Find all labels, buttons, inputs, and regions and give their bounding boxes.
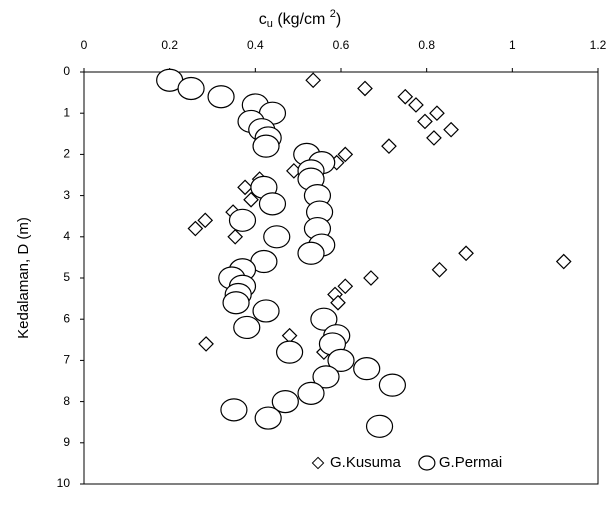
point xyxy=(220,398,248,422)
x-tick-label: 0.4 xyxy=(247,38,264,52)
x-tick-label: 0.6 xyxy=(333,38,350,52)
point xyxy=(297,241,325,265)
point xyxy=(207,85,235,109)
point xyxy=(197,212,214,229)
x-tick-label: 0.8 xyxy=(418,38,435,52)
point xyxy=(271,390,299,414)
point xyxy=(227,228,244,245)
legend-marker xyxy=(418,455,436,471)
point xyxy=(243,191,259,208)
y-tick-label: 0 xyxy=(63,64,70,78)
point xyxy=(458,245,474,262)
point xyxy=(353,357,381,381)
point xyxy=(365,414,394,438)
x-tick-label: 0 xyxy=(81,38,88,52)
point xyxy=(363,270,379,286)
point xyxy=(222,291,250,315)
point xyxy=(228,208,257,232)
point xyxy=(337,278,354,295)
point xyxy=(237,179,253,196)
point xyxy=(187,220,204,237)
point xyxy=(276,340,304,364)
legend: G.Kusuma G.Permai xyxy=(300,447,594,479)
point xyxy=(330,294,346,311)
legend-label: G.Permai xyxy=(439,454,502,471)
x-tick-label: 1 xyxy=(509,38,516,52)
point xyxy=(443,121,459,138)
point xyxy=(177,76,205,101)
point xyxy=(263,225,291,249)
point xyxy=(305,72,322,89)
y-tick-label: 10 xyxy=(57,476,71,490)
plot-frame xyxy=(83,71,599,485)
y-tick-label: 4 xyxy=(63,229,70,243)
point xyxy=(426,130,442,146)
point xyxy=(357,80,373,97)
point xyxy=(397,88,414,105)
legend-marker xyxy=(311,456,325,470)
y-tick-label: 7 xyxy=(63,353,70,367)
point xyxy=(198,336,214,352)
x-tick-label: 1.2 xyxy=(590,38,607,52)
point xyxy=(378,373,406,397)
point xyxy=(233,315,261,340)
point xyxy=(381,138,397,155)
y-tick-label: 9 xyxy=(63,435,70,449)
x-axis-title: cu (kg/cm 2) xyxy=(259,8,341,30)
point xyxy=(417,113,433,130)
point xyxy=(312,365,340,389)
point xyxy=(555,253,572,270)
y-tick-label: 2 xyxy=(63,147,70,161)
point xyxy=(337,146,354,163)
x-tick-label: 0.2 xyxy=(161,38,178,52)
point xyxy=(431,261,448,278)
point xyxy=(429,105,445,122)
y-tick-label: 1 xyxy=(63,105,70,119)
point xyxy=(252,299,280,323)
legend-box xyxy=(300,447,594,479)
point xyxy=(297,381,325,405)
y-axis-title: Kedalaman, D (m) xyxy=(15,217,32,339)
point xyxy=(408,97,424,113)
y-tick-label: 3 xyxy=(63,188,70,202)
point xyxy=(254,406,282,430)
point xyxy=(258,192,287,216)
point xyxy=(252,134,280,158)
y-tick-label: 6 xyxy=(63,311,70,325)
point xyxy=(327,348,355,372)
legend-label: G.Kusuma xyxy=(330,454,402,471)
point xyxy=(310,307,338,331)
y-tick-label: 5 xyxy=(63,270,70,284)
y-tick-label: 8 xyxy=(63,394,70,408)
